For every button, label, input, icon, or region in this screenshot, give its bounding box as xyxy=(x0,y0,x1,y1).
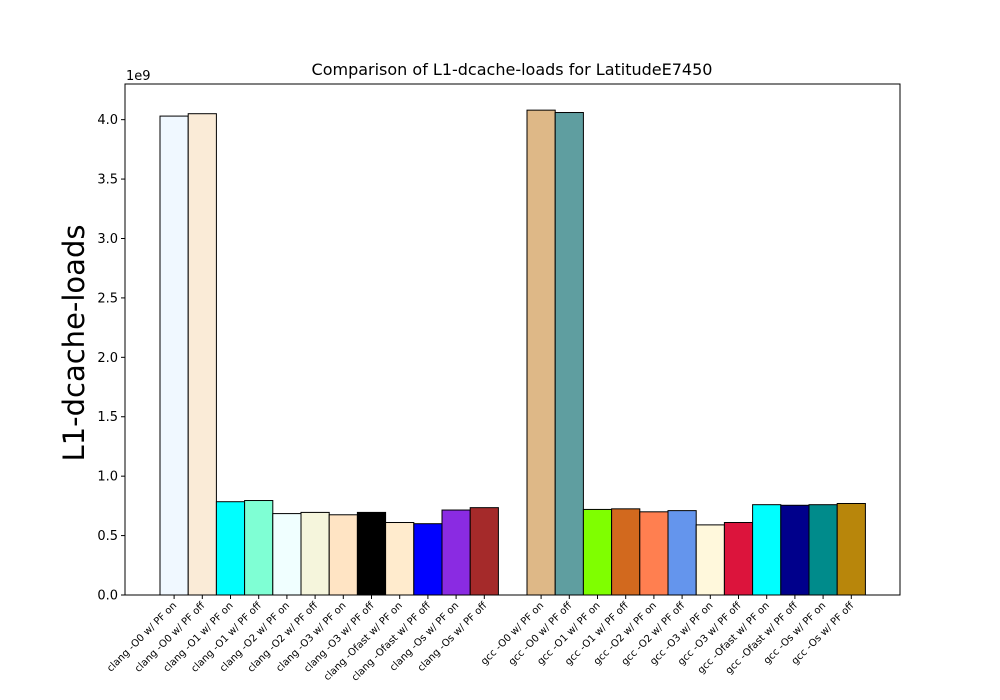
y-tick-label: 2.5 xyxy=(97,291,118,306)
bar xyxy=(244,500,274,596)
y-tick-label: 0.0 xyxy=(97,589,118,604)
bar xyxy=(215,501,246,596)
y-tick-label: 1.0 xyxy=(97,470,118,485)
bar xyxy=(667,510,697,596)
y-tick-label: 2.0 xyxy=(97,351,118,366)
y-tick-label: 4.0 xyxy=(97,113,118,128)
y-axis-label: L1-dcache-loads xyxy=(57,225,91,462)
bar xyxy=(300,511,330,596)
bar xyxy=(582,508,613,596)
bars-group xyxy=(159,109,866,596)
bar xyxy=(385,522,415,596)
bar xyxy=(441,509,471,596)
bar xyxy=(639,511,669,596)
bar xyxy=(752,504,782,596)
bar xyxy=(328,514,358,596)
bar xyxy=(187,113,217,596)
bar xyxy=(159,115,189,596)
bar xyxy=(526,109,556,596)
bar xyxy=(611,508,641,596)
bar xyxy=(836,502,866,596)
plot-frame xyxy=(124,83,901,596)
bar xyxy=(356,511,387,596)
bar xyxy=(554,112,584,596)
y-tick-label: 3.0 xyxy=(97,232,118,247)
bar xyxy=(469,507,499,596)
bar xyxy=(780,504,810,596)
y-tick-label: 3.5 xyxy=(97,173,118,188)
bar xyxy=(413,523,443,596)
y-offset-label: 1e9 xyxy=(126,69,151,84)
y-tick-label: 0.5 xyxy=(97,529,118,544)
bar xyxy=(808,504,838,596)
bar xyxy=(723,522,754,596)
chart-title: Comparison of L1-dcache-loads for Latitu… xyxy=(312,60,713,79)
bar xyxy=(695,524,725,596)
y-tick-label: 1.5 xyxy=(97,410,118,425)
bar xyxy=(272,513,302,596)
y-ticks-group: 0.0 0.5 1.0 1.5 2.0 2.5 3.0 3.5 4.0 xyxy=(97,113,125,604)
